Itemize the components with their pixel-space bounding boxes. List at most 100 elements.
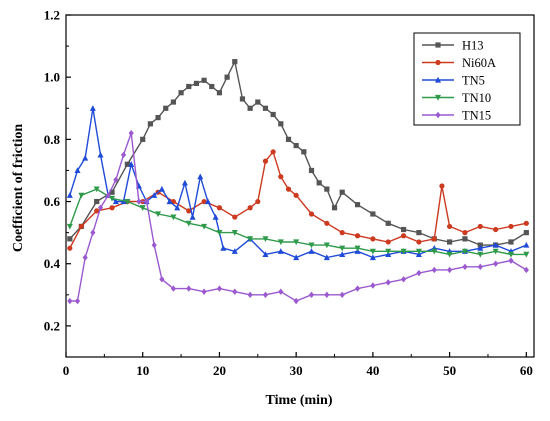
data-point-tn15 xyxy=(508,257,514,264)
data-point-tn10 xyxy=(262,236,269,243)
series-ni60a xyxy=(67,149,529,251)
data-point-tn15 xyxy=(247,291,253,299)
data-point-tn15 xyxy=(385,279,391,286)
data-point-tn5 xyxy=(97,151,104,158)
data-point-h13 xyxy=(270,111,276,118)
data-point-tn5 xyxy=(151,192,158,198)
legend-marker-tn10 xyxy=(435,94,441,101)
y-axis-title: Coefficient of friction xyxy=(11,124,26,252)
series-tn10 xyxy=(66,186,530,258)
x-tick-label: 60 xyxy=(520,363,533,378)
data-point-tn15 xyxy=(90,229,96,236)
data-point-tn10 xyxy=(415,248,422,255)
data-point-tn15 xyxy=(120,151,127,159)
series-line-tn15 xyxy=(69,132,527,302)
data-point-tn15 xyxy=(262,291,269,299)
data-point-tn5 xyxy=(308,248,315,254)
data-point-h13 xyxy=(308,167,315,174)
data-point-ni60a xyxy=(508,223,514,230)
data-point-ni60a xyxy=(493,226,499,233)
y-tick-label: 1.0 xyxy=(44,70,60,85)
data-point-tn15 xyxy=(370,282,376,289)
data-point-tn5 xyxy=(204,198,211,205)
plot-area xyxy=(66,59,530,305)
axes: 0 10 20 30 40 50 60 0.2 0.4 0.6 0.8 1.0 1.2 xyxy=(44,8,535,378)
data-point-tn5 xyxy=(166,198,173,205)
data-point-tn5 xyxy=(128,161,135,167)
data-point-tn5 xyxy=(74,167,81,174)
y-tick-label: 1.2 xyxy=(44,8,60,23)
data-point-ni60a xyxy=(78,223,84,230)
data-point-ni60a xyxy=(285,186,292,192)
data-point-tn5 xyxy=(112,198,119,205)
data-point-ni60a xyxy=(400,233,407,239)
data-point-tn5 xyxy=(369,254,376,261)
legend-box xyxy=(413,32,521,126)
data-point-ni60a xyxy=(416,239,422,245)
data-point-tn10 xyxy=(139,205,146,211)
data-point-ni60a xyxy=(477,223,483,230)
data-point-h13 xyxy=(255,99,261,105)
data-point-ni60a xyxy=(262,158,269,164)
data-point-h13 xyxy=(416,230,422,236)
data-point-h13 xyxy=(293,142,299,149)
data-point-ni60a xyxy=(370,236,376,242)
data-point-h13 xyxy=(354,202,361,208)
data-point-tn15 xyxy=(216,285,223,292)
data-point-h13 xyxy=(385,220,391,226)
data-point-ni60a xyxy=(186,208,192,214)
data-point-tn10 xyxy=(277,239,284,246)
data-point-tn15 xyxy=(113,176,119,183)
data-point-ni60a xyxy=(324,220,330,226)
data-point-h13 xyxy=(94,198,100,205)
data-point-tn5 xyxy=(523,241,530,248)
data-point-h13 xyxy=(278,121,284,127)
data-point-tn15 xyxy=(143,198,150,205)
data-point-tn10 xyxy=(431,248,438,255)
data-point-ni60a xyxy=(247,205,253,211)
data-point-h13 xyxy=(247,105,253,111)
data-point-h13 xyxy=(147,121,153,127)
data-point-ni60a xyxy=(270,149,276,155)
data-point-h13 xyxy=(163,105,169,111)
data-point-ni60a xyxy=(439,183,445,189)
data-point-tn5 xyxy=(231,248,238,254)
data-point-ni60a xyxy=(232,214,238,220)
data-point-tn15 xyxy=(308,291,315,299)
data-point-h13 xyxy=(209,83,215,90)
y-tick-label: 0.4 xyxy=(44,256,61,271)
x-tick-label: 30 xyxy=(290,363,303,378)
data-point-tn10 xyxy=(170,214,177,221)
data-point-tn15 xyxy=(462,263,468,271)
data-point-tn10 xyxy=(155,211,162,218)
legend-marker-tn15 xyxy=(435,111,441,119)
data-point-h13 xyxy=(285,136,292,142)
legend-marker-h13 xyxy=(435,42,441,48)
data-point-tn10 xyxy=(78,192,85,199)
data-point-ni60a xyxy=(201,198,207,205)
data-point-tn15 xyxy=(354,285,361,292)
data-point-h13 xyxy=(155,115,161,121)
data-point-tn5 xyxy=(339,251,346,257)
data-point-tn15 xyxy=(74,297,81,305)
data-point-h13 xyxy=(523,230,529,236)
legend-label-h13: H13 xyxy=(462,39,484,53)
data-point-ni60a xyxy=(293,192,299,198)
data-point-tn15 xyxy=(67,297,73,305)
data-point-tn15 xyxy=(293,297,299,305)
series-line-tn5 xyxy=(69,107,527,259)
y-tick-label: 0.6 xyxy=(44,194,61,209)
data-point-tn10 xyxy=(216,230,223,236)
data-point-tn10 xyxy=(477,251,484,258)
data-point-tn15 xyxy=(278,288,284,295)
legend-marker-ni60a xyxy=(435,59,441,66)
series-tn15 xyxy=(67,129,529,305)
data-point-tn15 xyxy=(201,288,207,295)
data-point-ni60a xyxy=(94,208,100,214)
data-point-h13 xyxy=(201,77,207,83)
data-point-tn5 xyxy=(492,241,499,248)
data-point-ni60a xyxy=(255,198,261,205)
x-tick-label: 20 xyxy=(213,363,226,378)
data-point-h13 xyxy=(508,239,514,245)
